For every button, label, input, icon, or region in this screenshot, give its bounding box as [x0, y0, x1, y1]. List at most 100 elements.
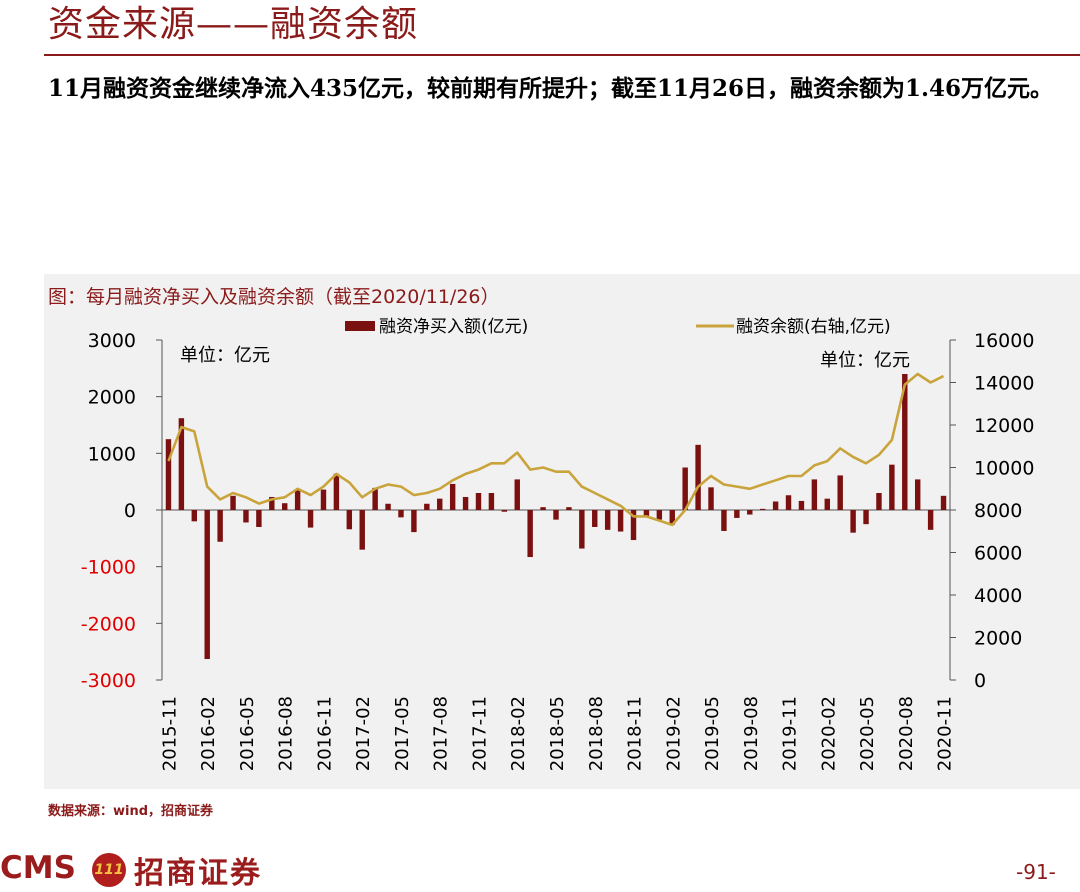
x-tick-label: 2019-02 [663, 696, 684, 771]
bar-net-buy-2016-01 [192, 510, 197, 521]
bar-net-buy-2019-01 [657, 510, 662, 520]
bar-net-buy-2017-05 [398, 510, 403, 517]
right-tick-label: 16000 [974, 330, 1034, 352]
x-tick-label: 2017-05 [392, 696, 413, 771]
right-tick-label: 14000 [974, 373, 1034, 395]
bar-net-buy-2020-07 [889, 465, 894, 510]
x-tick-label: 2020-05 [857, 696, 878, 771]
page-number: -91- [1016, 860, 1056, 884]
bar-net-buy-2017-02 [360, 510, 365, 550]
bar-net-buy-2017-04 [385, 504, 390, 510]
x-tick-label: 2015-11 [159, 696, 180, 771]
x-tick-label: 2019-11 [780, 696, 801, 771]
bar-net-buy-2018-06 [566, 507, 571, 510]
legend-line-label: 融资余额(右轴,亿元) [736, 317, 891, 337]
bar-net-buy-2019-04 [695, 445, 700, 510]
bar-net-buy-2020-09 [915, 479, 920, 510]
bar-net-buy-2020-03 [837, 475, 842, 510]
bar-net-buy-2019-11 [786, 495, 791, 510]
x-tick-label: 2016-05 [237, 696, 258, 771]
bar-net-buy-2020-10 [928, 510, 933, 530]
bar-net-buy-2019-05 [708, 487, 713, 510]
brand-logo: CMS 111 招商证券 [0, 846, 300, 890]
logo-company-name: 招商证券 [134, 848, 262, 892]
right-tick-label: 10000 [974, 458, 1034, 480]
page-title: 资金来源——融资余额 [48, 2, 418, 48]
right-unit-label: 单位：亿元 [820, 350, 910, 371]
bar-net-buy-2020-06 [876, 493, 881, 510]
bar-net-buy-2016-05 [243, 510, 248, 522]
logo-cms-text: CMS [0, 850, 76, 886]
bar-net-buy-2018-08 [592, 510, 597, 527]
right-tick-label: 8000 [974, 500, 1022, 522]
bar-net-buy-2016-04 [230, 496, 235, 510]
left-unit-label: 单位：亿元 [180, 345, 270, 366]
bar-net-buy-2017-09 [450, 484, 455, 510]
legend-bar-swatch [345, 321, 375, 331]
right-tick-label: 6000 [974, 543, 1022, 565]
x-tick-label: 2020-11 [935, 696, 956, 771]
bar-net-buy-2017-01 [347, 510, 352, 529]
bar-net-buy-2016-06 [256, 510, 261, 527]
bar-net-buy-2016-02 [205, 510, 210, 659]
x-tick-label: 2018-05 [547, 696, 568, 771]
bar-net-buy-2020-04 [850, 510, 855, 533]
bar-net-buy-2018-05 [553, 510, 558, 520]
left-tick-label: 2000 [88, 387, 136, 409]
bar-net-buy-2019-07 [734, 510, 739, 518]
x-tick-label: 2020-02 [818, 696, 839, 771]
title-divider [44, 54, 1080, 56]
bar-net-buy-2018-02 [515, 479, 520, 510]
bar-net-buy-2019-09 [760, 509, 765, 510]
x-tick-label: 2016-11 [314, 696, 335, 771]
bar-net-buy-2016-03 [217, 510, 222, 542]
bar-net-buy-2016-11 [321, 490, 326, 510]
bar-net-buy-2019-10 [773, 502, 778, 511]
chart-svg: 图：每月融资净买入及融资余额（截至2020/11/26） 融资净买入额(亿元) … [44, 274, 1080, 789]
bar-net-buy-2020-02 [825, 499, 830, 510]
x-tick-label: 2020-08 [896, 696, 917, 771]
legend-bar-label: 融资净买入额(亿元) [379, 317, 528, 337]
left-tick-label: -1000 [81, 557, 136, 579]
left-tick-label: -2000 [81, 613, 136, 635]
left-tick-label: 0 [124, 500, 136, 522]
x-tick-label: 2016-02 [198, 696, 219, 771]
bar-net-buy-2019-03 [682, 468, 687, 511]
right-tick-label: 2000 [974, 628, 1022, 650]
x-tick-label: 2016-08 [276, 696, 297, 771]
bar-net-buy-2015-11 [166, 439, 171, 510]
left-tick-label: 3000 [88, 330, 136, 352]
right-tick-label: 12000 [974, 415, 1034, 437]
x-tick-label: 2018-02 [508, 696, 529, 771]
bar-net-buy-2017-12 [489, 493, 494, 510]
bar-net-buy-2018-03 [527, 510, 532, 557]
bar-net-buy-2018-07 [579, 510, 584, 549]
bar-net-buy-2020-01 [812, 479, 817, 510]
bar-net-buy-2017-06 [411, 510, 416, 532]
bar-net-buy-2018-09 [605, 510, 610, 530]
bar-net-buy-2020-11 [941, 496, 946, 510]
data-source: 数据来源：wind，招商证券 [48, 800, 213, 819]
bar-net-buy-2016-08 [282, 503, 287, 510]
x-tick-label: 2019-08 [741, 696, 762, 771]
page-subtitle: 11月融资资金继续净流入435亿元，较前期有所提升；截至11月26日，融资余额为… [48, 72, 1080, 106]
x-tick-label: 2018-11 [625, 696, 646, 771]
bar-net-buy-2016-10 [308, 510, 313, 528]
bars-group [166, 374, 947, 659]
bar-net-buy-2017-08 [437, 499, 442, 510]
logo-badge-icon: 111 [92, 853, 126, 887]
left-tick-label: 1000 [88, 443, 136, 465]
x-tick-label: 2018-08 [586, 696, 607, 771]
x-tick-label: 2017-11 [469, 696, 490, 771]
x-tick-labels: 2015-11 2016-02 2016-05 2016-08 2016-11 2017-… [159, 696, 955, 771]
x-tick-label: 2019-05 [702, 696, 723, 771]
bar-net-buy-2016-12 [334, 474, 339, 510]
bar-net-buy-2017-11 [476, 493, 481, 510]
chart-panel: 图：每月融资净买入及融资余额（截至2020/11/26） 融资净买入额(亿元) … [44, 274, 1080, 789]
bar-net-buy-2018-01 [502, 510, 507, 512]
bar-net-buy-2019-08 [747, 510, 752, 515]
bar-net-buy-2019-06 [721, 510, 726, 531]
bar-net-buy-2017-10 [463, 497, 468, 510]
x-tick-label: 2017-08 [431, 696, 452, 771]
bar-net-buy-2020-05 [863, 510, 868, 524]
